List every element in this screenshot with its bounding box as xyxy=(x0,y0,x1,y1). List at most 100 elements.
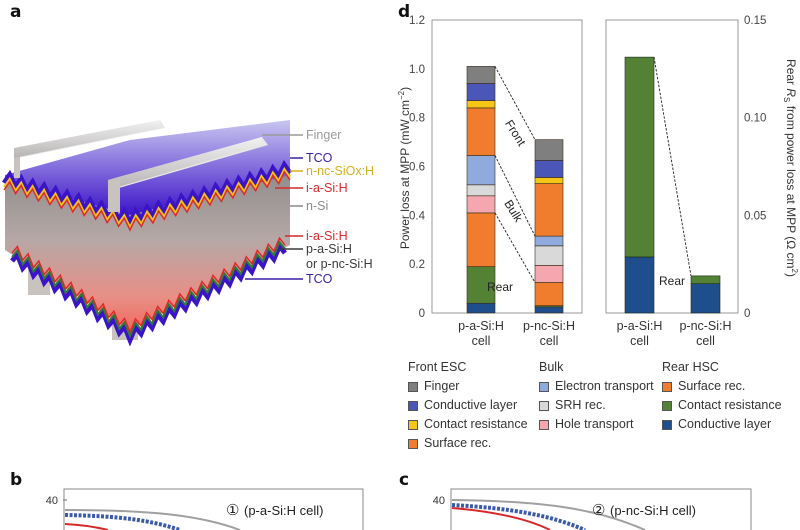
series-red-line xyxy=(64,523,109,530)
jv-chart-b: 40 ① (p-a-Si:H cell) xyxy=(46,488,364,530)
jv-chart-c: 40 ② (p-nc-Si:H cell) xyxy=(433,488,752,530)
y-tick-label: 0 xyxy=(744,308,750,320)
panel-label-c: c xyxy=(399,470,410,490)
layer-label: n-Si xyxy=(306,199,328,213)
layer-label: or p-nc-Si:H xyxy=(306,257,373,271)
x-tick-label: cell xyxy=(630,334,649,348)
bar-segment xyxy=(534,177,564,184)
finger-bar xyxy=(14,120,165,178)
legend-item: Contact resistance xyxy=(408,415,528,434)
legend-swatch xyxy=(408,400,418,411)
plot-frame xyxy=(431,19,583,314)
bar-segment xyxy=(534,306,564,314)
legend-group-title: Front ESC xyxy=(408,360,467,374)
legend-item: Surface rec. xyxy=(662,377,782,396)
group-guide-line xyxy=(494,155,536,237)
series-gray-line xyxy=(64,509,241,530)
rear-rs-chart: 00.050.100.15 Rear p-a-Si:Hcellp-nc-Si:H… xyxy=(605,15,799,348)
bar-segment xyxy=(534,235,564,247)
bar-segment xyxy=(466,266,496,304)
legend-group-front: Front ESC Finger Conductive layer Contac… xyxy=(408,358,528,453)
group-guide-line xyxy=(653,57,692,276)
panel-annotation-marker: ① xyxy=(226,502,239,519)
series-gray-line xyxy=(451,499,646,530)
bar-segment xyxy=(466,107,496,156)
y-tick-label: 40 xyxy=(433,495,445,507)
legend-swatch xyxy=(539,419,549,430)
legend-item: Hole transport xyxy=(539,415,654,434)
legend-swatch xyxy=(662,419,672,430)
layer-label: Finger xyxy=(306,128,341,142)
series-blue-markers xyxy=(64,513,181,530)
x-tick-label: cell xyxy=(696,334,715,348)
legend-item: SRH rec. xyxy=(539,396,654,415)
power-loss-chart: Power loss at MPP (mW cm−2) 0 0.2 0.4 0.6 0.… xyxy=(397,15,583,348)
legend-swatch xyxy=(408,438,418,449)
legend-item: Finger xyxy=(408,377,528,396)
legend-item: Surface rec. xyxy=(408,434,528,453)
panel-annotation: (p-nc-Si:H cell) xyxy=(610,503,696,518)
bar-segment xyxy=(534,282,564,306)
bar-segment xyxy=(534,183,564,237)
group-annotation: Rear xyxy=(659,274,685,288)
plot-frame xyxy=(450,488,752,530)
bar-segment xyxy=(466,83,496,101)
bar-segment xyxy=(466,100,496,109)
y-tick-label: 0 xyxy=(419,308,425,320)
layer-label: TCO xyxy=(306,272,333,286)
bar-segment xyxy=(534,245,564,266)
legend-item: Electron transport xyxy=(539,377,654,396)
panel-label-d: d xyxy=(398,2,411,22)
legend-group-title: Bulk xyxy=(539,360,564,374)
legend-swatch xyxy=(539,400,549,411)
bar-segment xyxy=(466,302,496,314)
bar-segment xyxy=(466,66,496,84)
y-axis-label: Power loss at MPP (mW cm−2) xyxy=(397,87,412,249)
bar-segment xyxy=(690,275,721,284)
panel-label-b: b xyxy=(10,470,23,490)
legend-item: Conductive layer xyxy=(408,396,528,415)
group-annotation: Front xyxy=(502,117,529,149)
y-tick-label: 0.10 xyxy=(744,113,766,125)
bar-segment xyxy=(534,139,564,161)
legend-item: Conductive layer xyxy=(662,415,782,434)
layer-label: TCO xyxy=(306,151,333,165)
bar-segment xyxy=(466,195,496,214)
y-tick-label: 40 xyxy=(46,495,58,507)
bar-segment xyxy=(534,160,564,178)
layer-label: i-a-Si:H xyxy=(306,181,348,195)
legend-group-rear: Rear HSC Surface rec. Contact resistance… xyxy=(662,358,782,434)
panel-annotation: (p-a-Si:H cell) xyxy=(244,503,323,518)
group-guide-line xyxy=(494,212,536,283)
y-axis-label: Rear RS from power loss at MPP (Ω cm2) xyxy=(782,59,799,277)
legend-group-bulk: Bulk Electron transport SRH rec. Hole tr… xyxy=(539,358,654,434)
bar-segment xyxy=(690,283,721,314)
y-tick-label: 0.6 xyxy=(409,162,425,174)
layer-label: p-a-Si:H xyxy=(306,242,352,256)
legend-group-title: Rear HSC xyxy=(662,360,719,374)
bar-segment xyxy=(466,155,496,186)
x-tick-label: p-nc-Si:H xyxy=(679,319,731,333)
group-annotation: Bulk xyxy=(501,197,526,225)
y-tick-label: 1.0 xyxy=(409,64,425,76)
bar-segment xyxy=(624,56,655,258)
legend-swatch xyxy=(539,381,549,392)
y-tick-label: 0.8 xyxy=(409,113,425,125)
group-annotation: Rear xyxy=(487,280,513,294)
panel-annotation-marker: ② xyxy=(592,502,605,519)
layer-label: i-a-Si:H xyxy=(306,229,348,243)
series-red-line xyxy=(451,507,551,530)
bar-segment xyxy=(624,256,655,314)
cell-body xyxy=(1,120,293,347)
y-tick-label: 1.2 xyxy=(409,15,425,27)
legend-item: Contact resistance xyxy=(662,396,782,415)
plot-frame xyxy=(63,488,364,530)
y-tick-label: 0.4 xyxy=(409,210,426,222)
y-tick-label: 0.05 xyxy=(744,210,766,222)
layer-label: n-nc-SiOx:H xyxy=(306,164,374,178)
bar-segment xyxy=(466,212,496,267)
bar-segment xyxy=(466,184,496,197)
y-tick-label: 0.15 xyxy=(744,15,766,27)
solar-cell-schematic: FingerTCOn-nc-SiOx:Hi-a-Si:Hn-Sii-a-Si:H… xyxy=(1,120,374,347)
legend-swatch xyxy=(662,381,672,392)
